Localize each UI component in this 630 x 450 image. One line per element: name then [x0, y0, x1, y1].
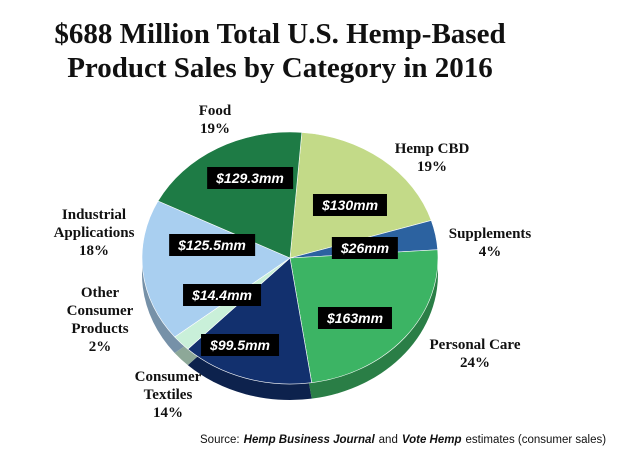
data-label: $99.5mm	[201, 334, 279, 356]
source-text: Source:	[200, 434, 240, 446]
chart-title: Product Sales by Category in 2016	[67, 52, 493, 84]
source-text: and	[378, 434, 398, 446]
category-label: Other Consumer Products	[66, 285, 134, 337]
data-label: $14.4mm	[183, 284, 261, 306]
category-label: Hemp CBD	[394, 141, 470, 157]
percent-label: 18%	[79, 243, 109, 259]
data-label: $125.5mm	[169, 234, 255, 256]
percent-label: 19%	[200, 121, 230, 137]
category-label: Personal Care	[429, 337, 521, 353]
data-label: $26mm	[331, 237, 399, 259]
source-text: Hemp Business Journal	[243, 434, 375, 446]
chart-title: $688 Million Total U.S. Hemp-Based	[54, 18, 506, 50]
source-text: estimates (consumer sales)	[465, 434, 607, 446]
category-label: Food	[198, 103, 232, 119]
percent-label: 14%	[153, 405, 183, 421]
category-label: Consumer Textiles	[134, 369, 202, 403]
percent-label: 24%	[460, 355, 490, 371]
data-label: $163mm	[317, 307, 393, 329]
source-text: Vote Hemp	[401, 434, 462, 446]
percent-label: 2%	[88, 339, 112, 355]
data-label: $129.3mm	[207, 167, 293, 189]
data-label: $130mm	[312, 194, 388, 216]
category-label: Supplements	[448, 226, 532, 242]
source: Source: Hemp Business Journal and Vote Hemp…	[200, 434, 610, 446]
percent-label: 4%	[478, 244, 502, 260]
percent-label: 19%	[417, 159, 447, 175]
slice	[157, 131, 303, 259]
category-label: Industrial Applications	[53, 207, 135, 241]
